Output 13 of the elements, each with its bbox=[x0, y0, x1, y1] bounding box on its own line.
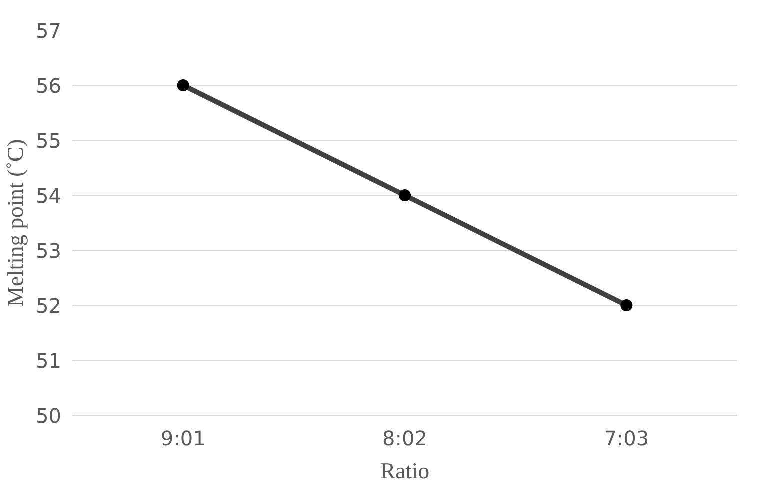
x-axis-title: Ratio bbox=[380, 458, 430, 484]
x-tick-label: 9:01 bbox=[160, 426, 206, 450]
y-tick-label: 54 bbox=[36, 184, 62, 208]
y-axis-title: Melting point (˚C) bbox=[3, 139, 28, 307]
y-tick-label: 51 bbox=[36, 349, 62, 373]
y-tick-label: 53 bbox=[36, 239, 62, 263]
y-tick-label: 52 bbox=[36, 294, 62, 318]
x-tick-label: 8:02 bbox=[382, 426, 428, 450]
x-tick-label: 7:03 bbox=[604, 426, 650, 450]
y-tick-label: 56 bbox=[36, 74, 62, 98]
y-tick-label: 57 bbox=[36, 19, 62, 43]
y-tick-label: 50 bbox=[36, 404, 62, 428]
y-tick-label: 55 bbox=[36, 129, 62, 153]
